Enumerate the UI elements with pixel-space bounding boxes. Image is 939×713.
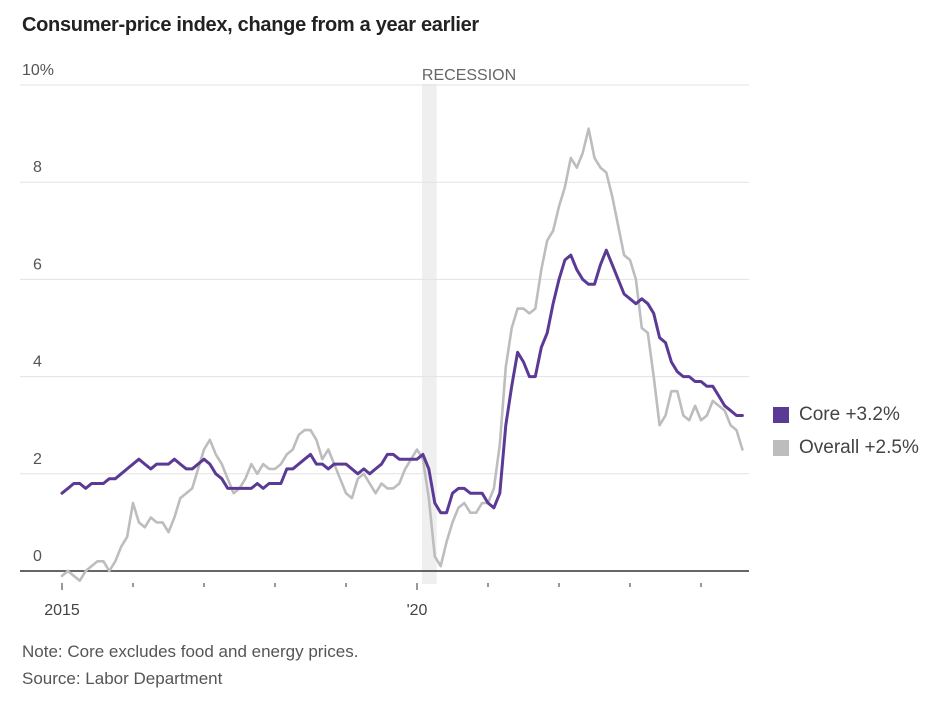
series-line-overall	[60, 127, 744, 583]
y-tick-label: 2	[33, 451, 42, 468]
series-line-core	[60, 248, 744, 515]
y-tick-label: 4	[33, 354, 42, 371]
source-text: Source: Labor Department	[22, 669, 223, 688]
y-tick-label: 10%	[22, 62, 54, 79]
legend-swatch-overall	[773, 439, 789, 456]
legend-item-core: Core +3.2%	[773, 398, 919, 431]
legend-swatch-core	[773, 406, 789, 423]
y-tick-label: 6	[33, 256, 42, 273]
x-tick-label: 2015	[44, 602, 80, 619]
footnotes: Note: Core excludes food and energy pric…	[22, 638, 358, 692]
legend-item-overall: Overall +2.5%	[773, 431, 919, 464]
chart-title: Consumer-price index, change from a year…	[22, 14, 479, 36]
recession-label: RECESSION	[422, 67, 516, 84]
note-text: Note: Core excludes food and energy pric…	[22, 642, 359, 661]
y-tick-label: 0	[33, 548, 42, 565]
y-tick-label: 8	[33, 159, 42, 176]
x-tick-label: '20	[407, 602, 428, 619]
legend-label-overall: Overall +2.5%	[799, 436, 919, 458]
legend-label-core: Core +3.2%	[799, 403, 900, 425]
legend: Core +3.2% Overall +2.5%	[773, 398, 919, 464]
